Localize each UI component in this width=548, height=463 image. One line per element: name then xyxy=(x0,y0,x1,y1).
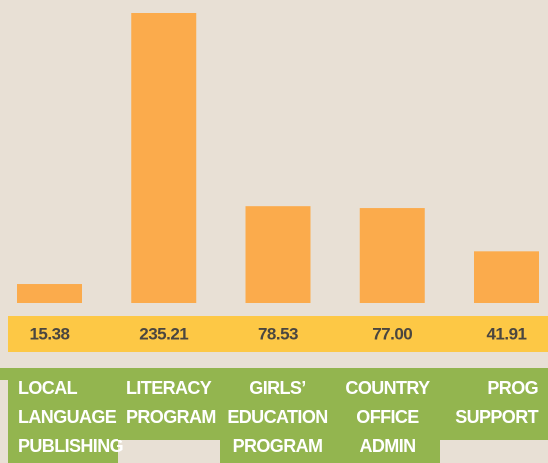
category-label: COUNTRY OFFICE ADMIN xyxy=(335,368,440,463)
value-label: 77.00 xyxy=(372,324,412,343)
bar xyxy=(17,284,82,303)
category-label: PROG SUPPORT xyxy=(440,368,548,440)
category-label: LOCAL LANGUAGE PUBLISHING xyxy=(8,368,124,463)
bar xyxy=(131,13,197,303)
category-label: LITERACY PROGRAM xyxy=(118,368,220,440)
value-band xyxy=(8,316,548,352)
value-label: 235.21 xyxy=(139,324,188,343)
value-label: 15.38 xyxy=(29,324,69,343)
bar xyxy=(474,251,539,303)
accent xyxy=(0,368,8,380)
value-label: 41.91 xyxy=(486,324,526,343)
category-label: GIRLS’ EDUCATION PROGRAM xyxy=(220,368,335,463)
value-label: 78.53 xyxy=(258,324,298,343)
bar xyxy=(359,208,425,303)
bar xyxy=(245,206,311,303)
